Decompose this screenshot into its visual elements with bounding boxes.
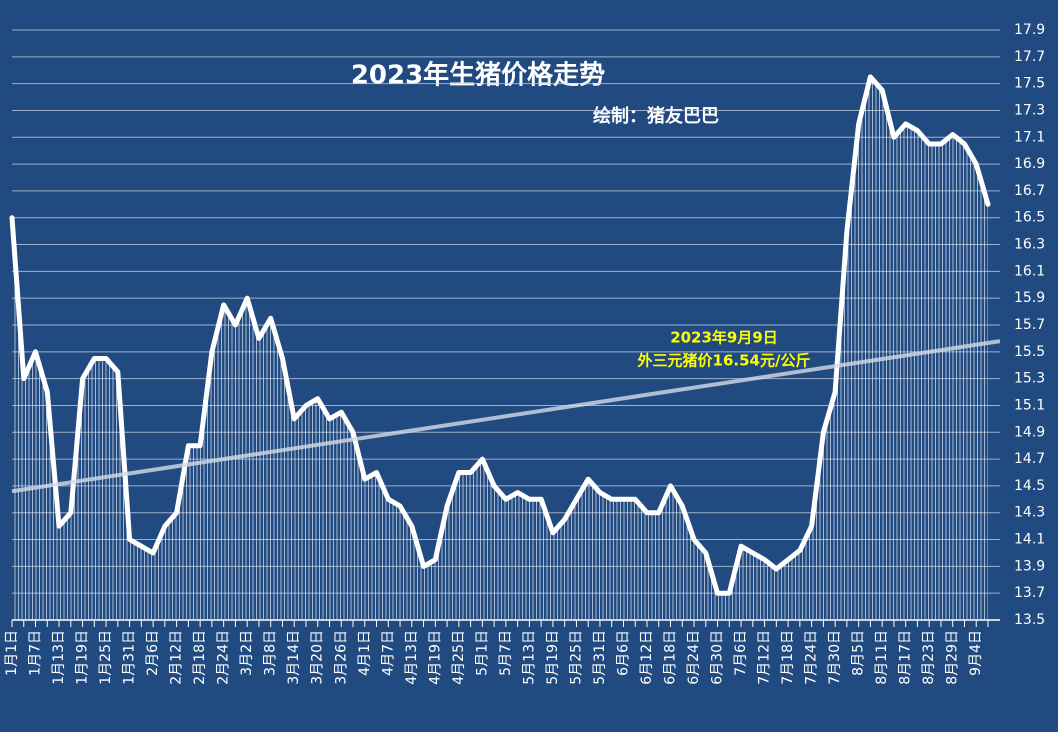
y-tick-label: 15.3: [1014, 371, 1045, 387]
chart-title: 2023年生猪价格走势: [351, 60, 605, 91]
x-tick-label: 6月18日: [663, 630, 679, 685]
x-tick-label: 5月7日: [498, 630, 514, 676]
x-tick-label: 9月4日: [968, 630, 984, 676]
x-tick-label: 8月11日: [874, 630, 890, 685]
y-tick-label: 14.1: [1014, 532, 1045, 548]
annotation: 外三元猪价16.54元/公斤: [637, 352, 811, 370]
x-tick-label: 4月1日: [357, 630, 373, 676]
x-tick-label: 5月13日: [521, 630, 537, 685]
x-tick-label: 6月12日: [639, 630, 655, 685]
x-tick-label: 1月13日: [51, 630, 67, 685]
x-tick-label: 7月30日: [827, 630, 843, 685]
y-tick-label: 17.9: [1014, 22, 1045, 38]
x-tick-label: 2月18日: [192, 630, 208, 685]
x-tick-label: 3月8日: [263, 630, 279, 676]
x-tick-label: 6月30日: [710, 630, 726, 685]
x-tick-label: 4月13日: [404, 630, 420, 685]
x-tick-label: 7月6日: [733, 630, 749, 676]
x-tick-label: 8月5日: [851, 630, 867, 676]
price-line: [9, 74, 991, 596]
y-tick-label: 16.1: [1014, 263, 1045, 279]
x-tick-label: 1月1日: [4, 630, 20, 676]
x-tick-label: 5月1日: [474, 630, 490, 676]
y-tick-label: 17.3: [1014, 102, 1045, 118]
trendline: [11, 339, 1001, 494]
x-tick-label: 1月31日: [122, 630, 138, 685]
x-tick-label: 3月14日: [286, 630, 302, 685]
x-tick-label: 2月6日: [145, 630, 161, 676]
y-tick-label: 15.1: [1014, 397, 1045, 413]
x-tick-label: 1月7日: [28, 630, 44, 676]
y-tick-label: 15.9: [1014, 290, 1045, 306]
x-tick-label: 5月25日: [568, 630, 584, 685]
y-tick-label: 14.3: [1014, 505, 1045, 521]
y-tick-label: 17.7: [1014, 49, 1045, 65]
x-tick-label: 5月31日: [592, 630, 608, 685]
y-tick-label: 14.7: [1014, 451, 1045, 467]
y-tick-label: 13.5: [1014, 612, 1045, 628]
x-tick-label: 1月25日: [98, 630, 114, 685]
x-tick-label: 3月2日: [239, 630, 255, 676]
x-tick-label: 2月24日: [216, 630, 232, 685]
x-tick-label: 8月29日: [945, 630, 961, 685]
y-tick-label: 14.9: [1014, 424, 1045, 440]
y-tick-label: 13.9: [1014, 558, 1045, 574]
x-tick-label: 7月12日: [757, 630, 773, 685]
x-tick-label: 6月6日: [615, 630, 631, 676]
x-tick-label: 1月19日: [75, 630, 91, 685]
x-tick-label: 5月19日: [545, 630, 561, 685]
y-tick-label: 16.3: [1014, 237, 1045, 253]
x-tick-label: 3月20日: [310, 630, 326, 685]
chart-subtitle: 绘制：猪友巴巴: [593, 105, 719, 127]
x-tick-label: 8月23日: [921, 630, 937, 685]
x-tick-label: 6月24日: [686, 630, 702, 685]
y-tick-label: 15.7: [1014, 317, 1045, 333]
y-tick-label: 17.1: [1014, 129, 1045, 145]
x-tick-label: 7月24日: [804, 630, 820, 685]
y-tick-label: 16.5: [1014, 210, 1045, 226]
y-tick-label: 17.5: [1014, 76, 1045, 92]
x-tick-label: 2月12日: [169, 630, 185, 685]
y-tick-label: 14.5: [1014, 478, 1045, 494]
annotation: 2023年9月9日: [670, 329, 778, 347]
x-tick-label: 4月25日: [451, 630, 467, 685]
x-tick-label: 3月26日: [333, 630, 349, 685]
y-tick-label: 16.7: [1014, 183, 1045, 199]
x-tick-label: 4月19日: [427, 630, 443, 685]
y-tick-label: 16.9: [1014, 156, 1045, 172]
x-tick-label: 8月17日: [898, 630, 914, 685]
area: [12, 76, 988, 620]
y-tick-label: 13.7: [1014, 585, 1045, 601]
y-tick-label: 15.5: [1014, 344, 1045, 360]
x-tick-label: 4月7日: [380, 630, 396, 676]
x-tick-label: 7月18日: [780, 630, 796, 685]
